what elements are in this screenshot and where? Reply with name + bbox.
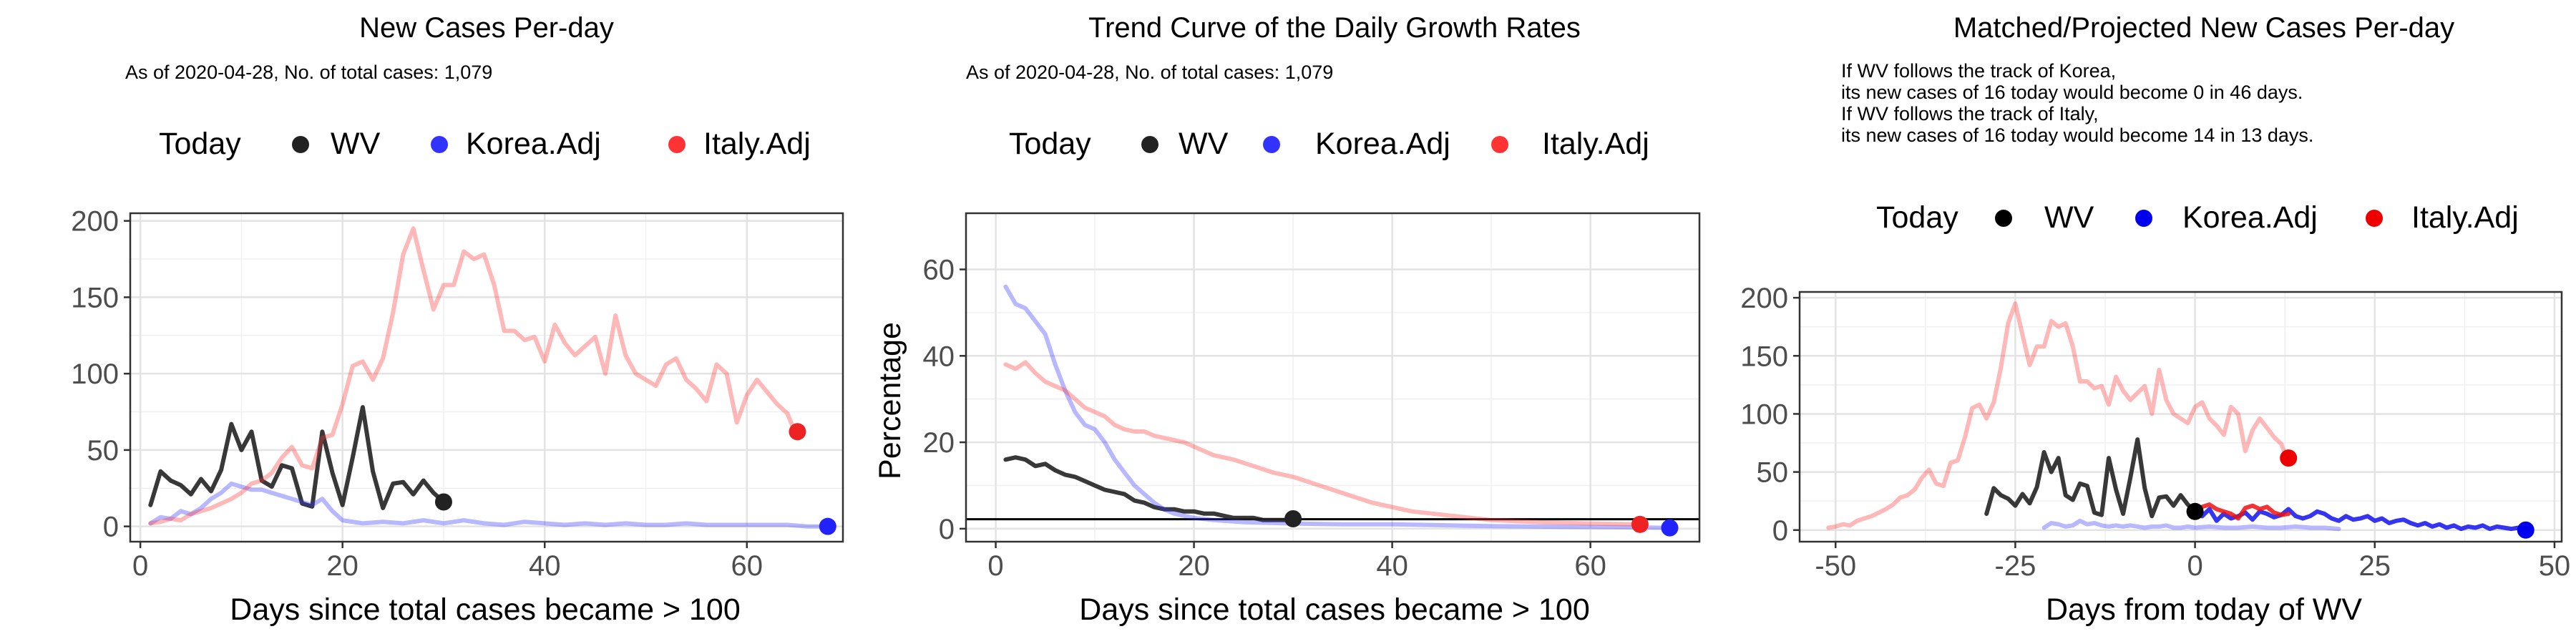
chart-subtitle: If WV follows the track of Korea, its new… xyxy=(1841,60,2313,146)
x-tick-label: 50 xyxy=(2539,550,2571,582)
legend-label-wv: WV xyxy=(331,127,381,161)
y-tick-label: 200 xyxy=(71,206,119,238)
chart-subtitle: As of 2020-04-28, No. of total cases: 1,… xyxy=(125,62,492,83)
y-tick-label: 0 xyxy=(1772,515,1788,547)
plot-background xyxy=(1800,292,2562,542)
legend-title: Today xyxy=(159,127,241,161)
y-tick-label: 150 xyxy=(1740,341,1788,372)
legend-label-italy: Italy.Adj xyxy=(703,127,811,161)
legend-key-korea xyxy=(1263,136,1280,153)
point-wv xyxy=(434,493,452,511)
plot-background xyxy=(130,213,843,542)
y-tick-label: 20 xyxy=(923,427,955,459)
panel-new-cases: New Cases Per-day As of 2020-04-28, No. … xyxy=(71,12,844,627)
y-tick-label: 40 xyxy=(923,341,955,372)
x-tick-label: 0 xyxy=(987,550,1003,582)
subtitle-line: its new cases of 16 today would become 0… xyxy=(1841,82,2303,103)
series-line-wv xyxy=(148,405,446,510)
series-line-wv xyxy=(1003,455,1296,522)
legend-key-wv xyxy=(292,136,309,153)
x-tick-label: 20 xyxy=(326,550,358,582)
plot-border xyxy=(1798,291,2563,543)
x-axis-label: Days from today of WV xyxy=(2046,592,2362,627)
y-tick-label: 50 xyxy=(87,435,119,467)
legend-label-korea: Korea.Adj xyxy=(466,127,601,161)
subtitle-line: If WV follows the track of Korea, xyxy=(1841,60,2116,82)
point-wv xyxy=(2186,502,2204,520)
legend-key-korea xyxy=(2135,210,2152,227)
plot-border xyxy=(129,212,844,543)
point-korea-adj xyxy=(1661,519,1679,537)
y-tick-label: 200 xyxy=(1740,283,1788,314)
series-line-wv xyxy=(1984,437,2197,519)
plot-area: -50 -25 0 25 50 0 50 100 150 200 xyxy=(1740,283,2570,582)
x-tick-label: 0 xyxy=(2187,550,2202,582)
legend-title: Today xyxy=(1009,127,1091,161)
chart-title: Trend Curve of the Daily Growth Rates xyxy=(1088,12,1581,44)
series-line-korea-adj-past xyxy=(2041,518,2341,532)
point-wv xyxy=(1284,509,1302,527)
legend-key-wv xyxy=(1995,210,2012,227)
plot-border xyxy=(965,212,1701,543)
x-tick-label: 0 xyxy=(132,550,148,582)
legend-key-wv xyxy=(1141,136,1158,153)
plot-background xyxy=(966,213,1699,542)
subtitle-line: If WV follows the track of Italy, xyxy=(1841,103,2099,125)
legend-key-korea xyxy=(431,136,448,153)
legend-label-korea: Korea.Adj xyxy=(1315,127,1450,161)
point-korea-adj xyxy=(2517,521,2534,539)
y-tick-label: 60 xyxy=(923,255,955,286)
x-tick-label: 20 xyxy=(1178,550,1210,582)
legend: Today WV Korea.Adj Italy.Adj xyxy=(159,127,811,161)
x-tick-label: 60 xyxy=(1574,550,1606,582)
legend-label-italy: Italy.Adj xyxy=(2411,200,2519,235)
x-tick-label: 60 xyxy=(731,550,763,582)
y-tick-label: 0 xyxy=(939,514,955,545)
series-line-italy-adj-past xyxy=(1826,301,2291,530)
plot-area: 0 20 40 60 0 20 40 60 xyxy=(923,212,1701,582)
y-tick-label: 100 xyxy=(1740,399,1788,430)
chart-title: New Cases Per-day xyxy=(359,12,614,44)
series-line-italy-adj xyxy=(1003,360,1642,527)
legend-label-korea: Korea.Adj xyxy=(2182,200,2318,235)
chart-subtitle: As of 2020-04-28, No. of total cases: 1,… xyxy=(966,62,1333,83)
y-tick-label: 100 xyxy=(71,358,119,390)
series-line-korea-adj xyxy=(2192,507,2528,532)
legend-title: Today xyxy=(1876,200,1958,235)
legend-label-italy: Italy.Adj xyxy=(1542,127,1649,161)
subtitle-text: If WV follows the track of Korea, its new… xyxy=(1841,60,2313,146)
legend-label-wv: WV xyxy=(2044,200,2094,235)
legend: Today WV Korea.Adj Italy.Adj xyxy=(1876,200,2519,235)
series-line-italy-adj xyxy=(2192,502,2291,521)
point-italy-adj xyxy=(1631,515,1649,533)
series-line-korea-adj xyxy=(148,481,830,529)
legend-label-wv: WV xyxy=(1179,127,1229,161)
point-italy-adj xyxy=(789,423,806,441)
y-tick-label: 50 xyxy=(1757,457,1789,489)
x-tick-label: 40 xyxy=(1376,550,1408,582)
x-axis-label: Days since total cases became > 100 xyxy=(230,592,740,627)
x-axis-label: Days since total cases became > 100 xyxy=(1079,592,1589,627)
legend: Today WV Korea.Adj Italy.Adj xyxy=(1009,127,1649,161)
point-italy-adj xyxy=(2280,449,2298,467)
legend-key-italy xyxy=(2366,210,2383,227)
point-korea-adj xyxy=(819,517,836,535)
x-tick-label: 25 xyxy=(2359,550,2391,582)
subtitle-line: its new cases of 16 today would become 1… xyxy=(1841,125,2313,146)
x-tick-label: -50 xyxy=(1815,550,1856,582)
plot-area: 0 20 40 60 0 50 100 150 200 xyxy=(71,206,844,582)
x-tick-label: 40 xyxy=(529,550,561,582)
y-tick-label: 150 xyxy=(71,282,119,313)
series-line-korea-adj xyxy=(1003,284,1672,530)
y-axis-label: Percentage xyxy=(873,322,907,479)
x-tick-label: -25 xyxy=(1995,550,2036,582)
panel-growth-rates: Trend Curve of the Daily Growth Rates As… xyxy=(873,12,1701,627)
legend-key-italy xyxy=(1491,136,1508,153)
chart-title: Matched/Projected New Cases Per-day xyxy=(1953,12,2454,44)
panel-projected: Matched/Projected New Cases Per-day If W… xyxy=(1740,12,2570,627)
legend-key-italy xyxy=(668,136,686,153)
series-line-italy-adj xyxy=(148,226,800,526)
y-tick-label: 0 xyxy=(103,512,119,543)
